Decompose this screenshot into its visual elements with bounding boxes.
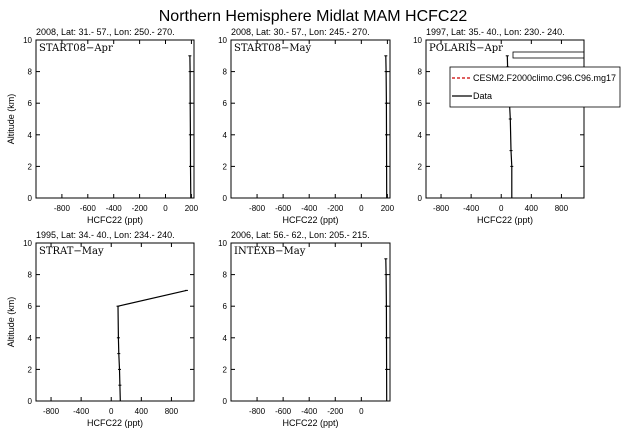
x-tick-label: 0 <box>499 204 504 213</box>
y-tick-label: 6 <box>223 99 228 108</box>
panel-header: 2008, Lat: 30.- 57., Lon: 245.- 270. <box>231 27 370 37</box>
x-tick-label: 0 <box>359 407 364 416</box>
x-tick-label: -400 <box>463 204 480 213</box>
y-tick-label: 0 <box>418 194 423 203</box>
x-tick-label: -600 <box>275 407 292 416</box>
plot-frame <box>230 39 391 199</box>
data-series-line <box>117 289 187 402</box>
y-tick-label: 10 <box>218 239 227 248</box>
y-tick-label: 4 <box>28 131 33 140</box>
chart-panel: 1995, Lat: 34.- 40., Lon: 234.- 240. -800… <box>6 230 195 428</box>
x-tick-label: 0 <box>359 204 364 213</box>
y-tick-label: 8 <box>418 68 423 77</box>
y-tick-label: 6 <box>418 99 423 108</box>
x-tick-label: -200 <box>327 204 344 213</box>
y-tick-label: 0 <box>223 397 228 406</box>
panel-label: INTEXB−May <box>234 246 306 257</box>
plot-frame <box>35 39 195 199</box>
y-tick-label: 4 <box>223 334 228 343</box>
panel-label: STRAT−May <box>39 246 104 257</box>
x-tick-label: -400 <box>73 407 90 416</box>
x-tick-label: -800 <box>54 204 71 213</box>
legend-entry-label: Data <box>473 91 492 101</box>
y-tick-label: 8 <box>28 68 33 77</box>
y-tick-label: 8 <box>28 271 33 280</box>
y-tick-label: 8 <box>223 68 228 77</box>
y-tick-label: 10 <box>413 36 422 45</box>
y-tick-label: 6 <box>28 99 33 108</box>
legend-marker-box <box>512 51 585 59</box>
x-tick-label: -600 <box>275 204 292 213</box>
x-axis-label: HCFC22 (ppt) <box>282 215 338 225</box>
y-tick-label: 2 <box>28 162 33 171</box>
panel-label: POLARIS−Apr <box>429 43 503 54</box>
panel-header: 1995, Lat: 34.- 40., Lon: 234.- 240. <box>36 230 175 240</box>
plot-frame <box>425 39 585 199</box>
x-tick-label: 200 <box>381 204 395 213</box>
legend-box <box>449 66 621 108</box>
y-tick-label: 0 <box>28 194 33 203</box>
panel-header: 1997, Lat: 35.- 40., Lon: 230.- 240. <box>426 27 565 37</box>
x-tick-label: 200 <box>185 204 199 213</box>
y-tick-label: 6 <box>28 302 33 311</box>
x-tick-label: 800 <box>555 204 569 213</box>
legend-entry-label: CESM2.F2000climo.C96.C96.mg17 <box>473 73 616 83</box>
y-tick-label: 10 <box>23 239 32 248</box>
data-series-line <box>189 55 192 199</box>
y-tick-label: 4 <box>223 131 228 140</box>
x-tick-label: -800 <box>433 204 450 213</box>
y-tick-label: 2 <box>418 162 423 171</box>
chart-panel: 2008, Lat: 30.- 57., Lon: 245.- 270. -800… <box>218 27 395 225</box>
x-tick-label: 400 <box>135 407 149 416</box>
x-axis-label: HCFC22 (ppt) <box>87 418 143 428</box>
y-tick-label: 10 <box>218 36 227 45</box>
chart-panel: 1997, Lat: 35.- 40., Lon: 230.- 240. -800… <box>413 27 621 225</box>
y-axis-label: Altitude (km) <box>6 297 16 348</box>
x-tick-label: 0 <box>163 204 168 213</box>
x-tick-label: -800 <box>249 204 266 213</box>
y-tick-label: 10 <box>23 36 32 45</box>
figure-title: Northern Hemisphere Midlat MAM HCFC22 <box>159 8 468 25</box>
y-tick-label: 2 <box>223 365 228 374</box>
y-tick-label: 4 <box>418 131 423 140</box>
x-tick-label: 800 <box>165 407 179 416</box>
data-series-line <box>385 55 388 199</box>
x-tick-label: -800 <box>249 407 266 416</box>
panel-label: START08−Apr <box>39 43 113 54</box>
x-tick-label: 400 <box>525 204 539 213</box>
y-axis-label: Altitude (km) <box>6 94 16 145</box>
data-series-line <box>385 258 388 402</box>
x-tick-label: 0 <box>109 407 114 416</box>
x-axis-label: HCFC22 (ppt) <box>477 215 533 225</box>
x-tick-label: -400 <box>301 407 318 416</box>
x-tick-label: -400 <box>106 204 123 213</box>
chart-panel: 2006, Lat: 56.- 62., Lon: 205.- 215. -800… <box>218 230 391 428</box>
x-tick-label: -400 <box>301 204 318 213</box>
y-tick-label: 4 <box>28 334 33 343</box>
chart-panel: 2008, Lat: 31.- 57., Lon: 250.- 270. -800… <box>6 27 199 225</box>
plot-frame <box>35 242 195 402</box>
y-tick-label: 8 <box>223 271 228 280</box>
x-tick-label: -200 <box>132 204 149 213</box>
y-tick-label: 2 <box>28 365 33 374</box>
panel-header: 2008, Lat: 31.- 57., Lon: 250.- 270. <box>36 27 175 37</box>
y-tick-label: 2 <box>223 162 228 171</box>
y-tick-label: 6 <box>223 302 228 311</box>
y-tick-label: 0 <box>223 194 228 203</box>
y-tick-label: 0 <box>28 397 33 406</box>
x-tick-label: -600 <box>80 204 97 213</box>
panel-label: START08−May <box>234 43 312 54</box>
panel-header: 2006, Lat: 56.- 62., Lon: 205.- 215. <box>231 230 370 240</box>
x-axis-label: HCFC22 (ppt) <box>87 215 143 225</box>
x-tick-label: -800 <box>43 407 60 416</box>
x-tick-label: -200 <box>327 407 344 416</box>
x-axis-label: HCFC22 (ppt) <box>282 418 338 428</box>
plot-frame <box>230 242 391 402</box>
